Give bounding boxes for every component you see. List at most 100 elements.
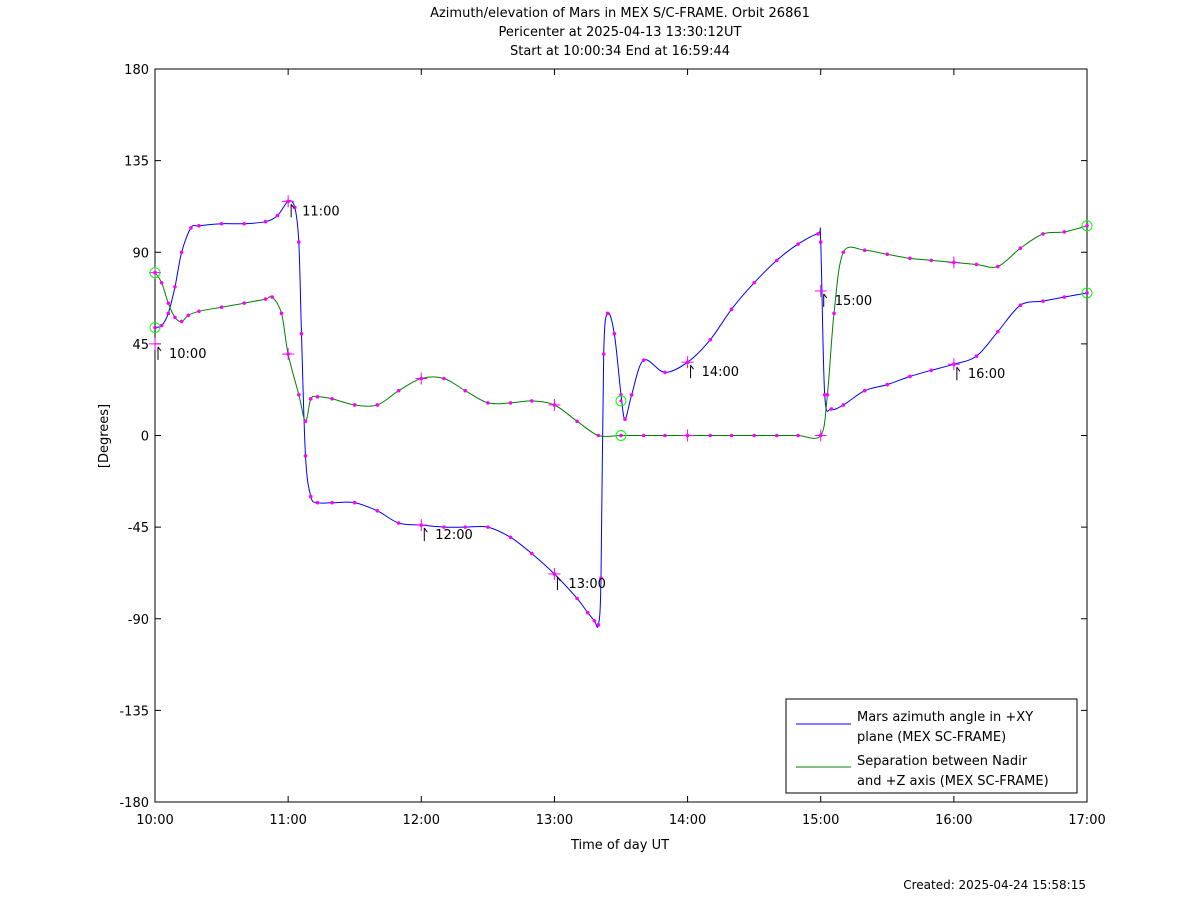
endpoint-circle <box>149 322 161 334</box>
sample-dot <box>219 221 224 226</box>
sample-dot <box>1062 295 1067 299</box>
sample-dot <box>352 403 357 407</box>
sample-dot <box>529 551 534 556</box>
sample-dot <box>242 221 247 226</box>
hour-label-text: 15:00 <box>835 294 872 309</box>
sample-dot <box>279 311 284 316</box>
sample-dot <box>601 352 606 356</box>
hour-label-text: 11:00 <box>302 204 339 219</box>
y-tick-label: 45 <box>132 338 149 353</box>
sample-dot <box>486 401 490 405</box>
sample-dot <box>816 232 820 236</box>
sample-dot <box>296 392 301 397</box>
sample-dot <box>796 242 800 246</box>
y-tick-label: 0 <box>141 430 149 445</box>
y-tick-label: -90 <box>128 613 149 628</box>
sample-dot <box>974 354 979 358</box>
sample-dot <box>263 219 268 224</box>
sample-dot <box>575 419 579 424</box>
sample-dot <box>774 258 779 263</box>
hour-label: 13:00 <box>556 576 606 592</box>
endpoint-circle <box>615 395 627 407</box>
sample-dot <box>375 509 380 513</box>
x-tick-label: 10:00 <box>136 813 173 828</box>
hour-label-arrow-head <box>157 346 162 352</box>
sample-dot <box>862 248 867 253</box>
hour-label: 15:00 <box>823 293 872 309</box>
sample-dot <box>166 311 171 316</box>
sample-dot <box>929 368 934 373</box>
sample-dot <box>508 401 513 405</box>
legend-box <box>785 698 1078 794</box>
sample-dot <box>841 250 846 255</box>
x-axis-label: Time of day UT <box>570 838 669 853</box>
sample-dot <box>974 262 979 267</box>
sample-dot <box>708 338 713 342</box>
sample-dot <box>605 311 610 316</box>
sample-dot <box>296 240 301 244</box>
hour-label: 11:00 <box>290 204 340 219</box>
sample-dot <box>663 433 667 438</box>
legend-label-azimuth-line-1: Mars azimuth angle in +XY <box>857 710 1033 725</box>
sample-dot <box>995 329 1000 334</box>
sample-dot <box>486 525 490 529</box>
sample-dot <box>303 419 308 424</box>
y-axis-label: [Degrees] <box>97 404 112 468</box>
sample-dot <box>641 358 646 362</box>
sample-dot <box>825 392 830 397</box>
sample-dot <box>463 388 468 393</box>
sample-dot <box>729 307 734 312</box>
sample-dot <box>612 331 617 336</box>
series-layer <box>154 200 1088 628</box>
sample-dot <box>585 610 590 615</box>
sample-dot <box>315 395 320 399</box>
endpoint-circle <box>1081 220 1093 232</box>
legend-label-azimuth-line-2: plane (MEX SC-FRAME) <box>857 730 1006 745</box>
sample-dot <box>908 374 912 379</box>
sample-dot <box>752 280 756 285</box>
series-line-separation <box>154 225 1088 439</box>
hour-label-text: 10:00 <box>169 347 206 362</box>
sample-dot <box>663 370 667 375</box>
sample-dot <box>1018 303 1023 307</box>
hour-label-text: 16:00 <box>968 367 1005 382</box>
sample-dot <box>729 433 734 438</box>
endpoint-dot <box>1085 291 1089 295</box>
y-tick-label: 135 <box>124 155 149 170</box>
sample-dot <box>275 213 280 218</box>
sample-dot <box>752 433 756 438</box>
endpoint-circle <box>615 430 627 441</box>
sample-dot <box>841 403 846 407</box>
sample-dot <box>1041 232 1045 236</box>
sample-dot <box>299 331 304 336</box>
created-footer: Created: 2025-04-24 15:58:15 <box>903 878 1086 892</box>
sample-dot <box>270 295 274 299</box>
endpoint-circle <box>1081 287 1093 299</box>
series-line-azimuth <box>154 200 1088 628</box>
sample-dot <box>159 323 164 328</box>
y-tick-label: -135 <box>119 704 149 719</box>
endpoint-dot <box>619 433 623 438</box>
sample-dot <box>529 399 534 403</box>
sample-dot <box>159 280 164 285</box>
sample-dot <box>592 618 597 623</box>
sample-dot <box>396 521 401 525</box>
x-tick-label: 11:00 <box>269 813 306 828</box>
endpoint-dot <box>1085 224 1089 228</box>
hour-label-arrow-head <box>956 366 961 372</box>
hour-label-text: 13:00 <box>568 577 605 592</box>
sample-dot <box>908 256 912 261</box>
y-tick-label: -180 <box>119 796 149 811</box>
marker-layer <box>149 195 1093 627</box>
sample-dot <box>352 500 357 505</box>
sample-dot <box>774 433 779 438</box>
y-tick-label: 180 <box>124 63 149 78</box>
sample-dot <box>463 525 468 529</box>
sample-dot <box>832 311 836 316</box>
x-tick-label: 15:00 <box>802 813 839 828</box>
hour-label-arrow-head <box>690 364 694 370</box>
hour-label-arrow-head <box>423 527 428 533</box>
sample-dot <box>442 376 446 381</box>
title-line-1: Azimuth/elevation of Mars in MEX S/C-FRA… <box>430 6 810 21</box>
